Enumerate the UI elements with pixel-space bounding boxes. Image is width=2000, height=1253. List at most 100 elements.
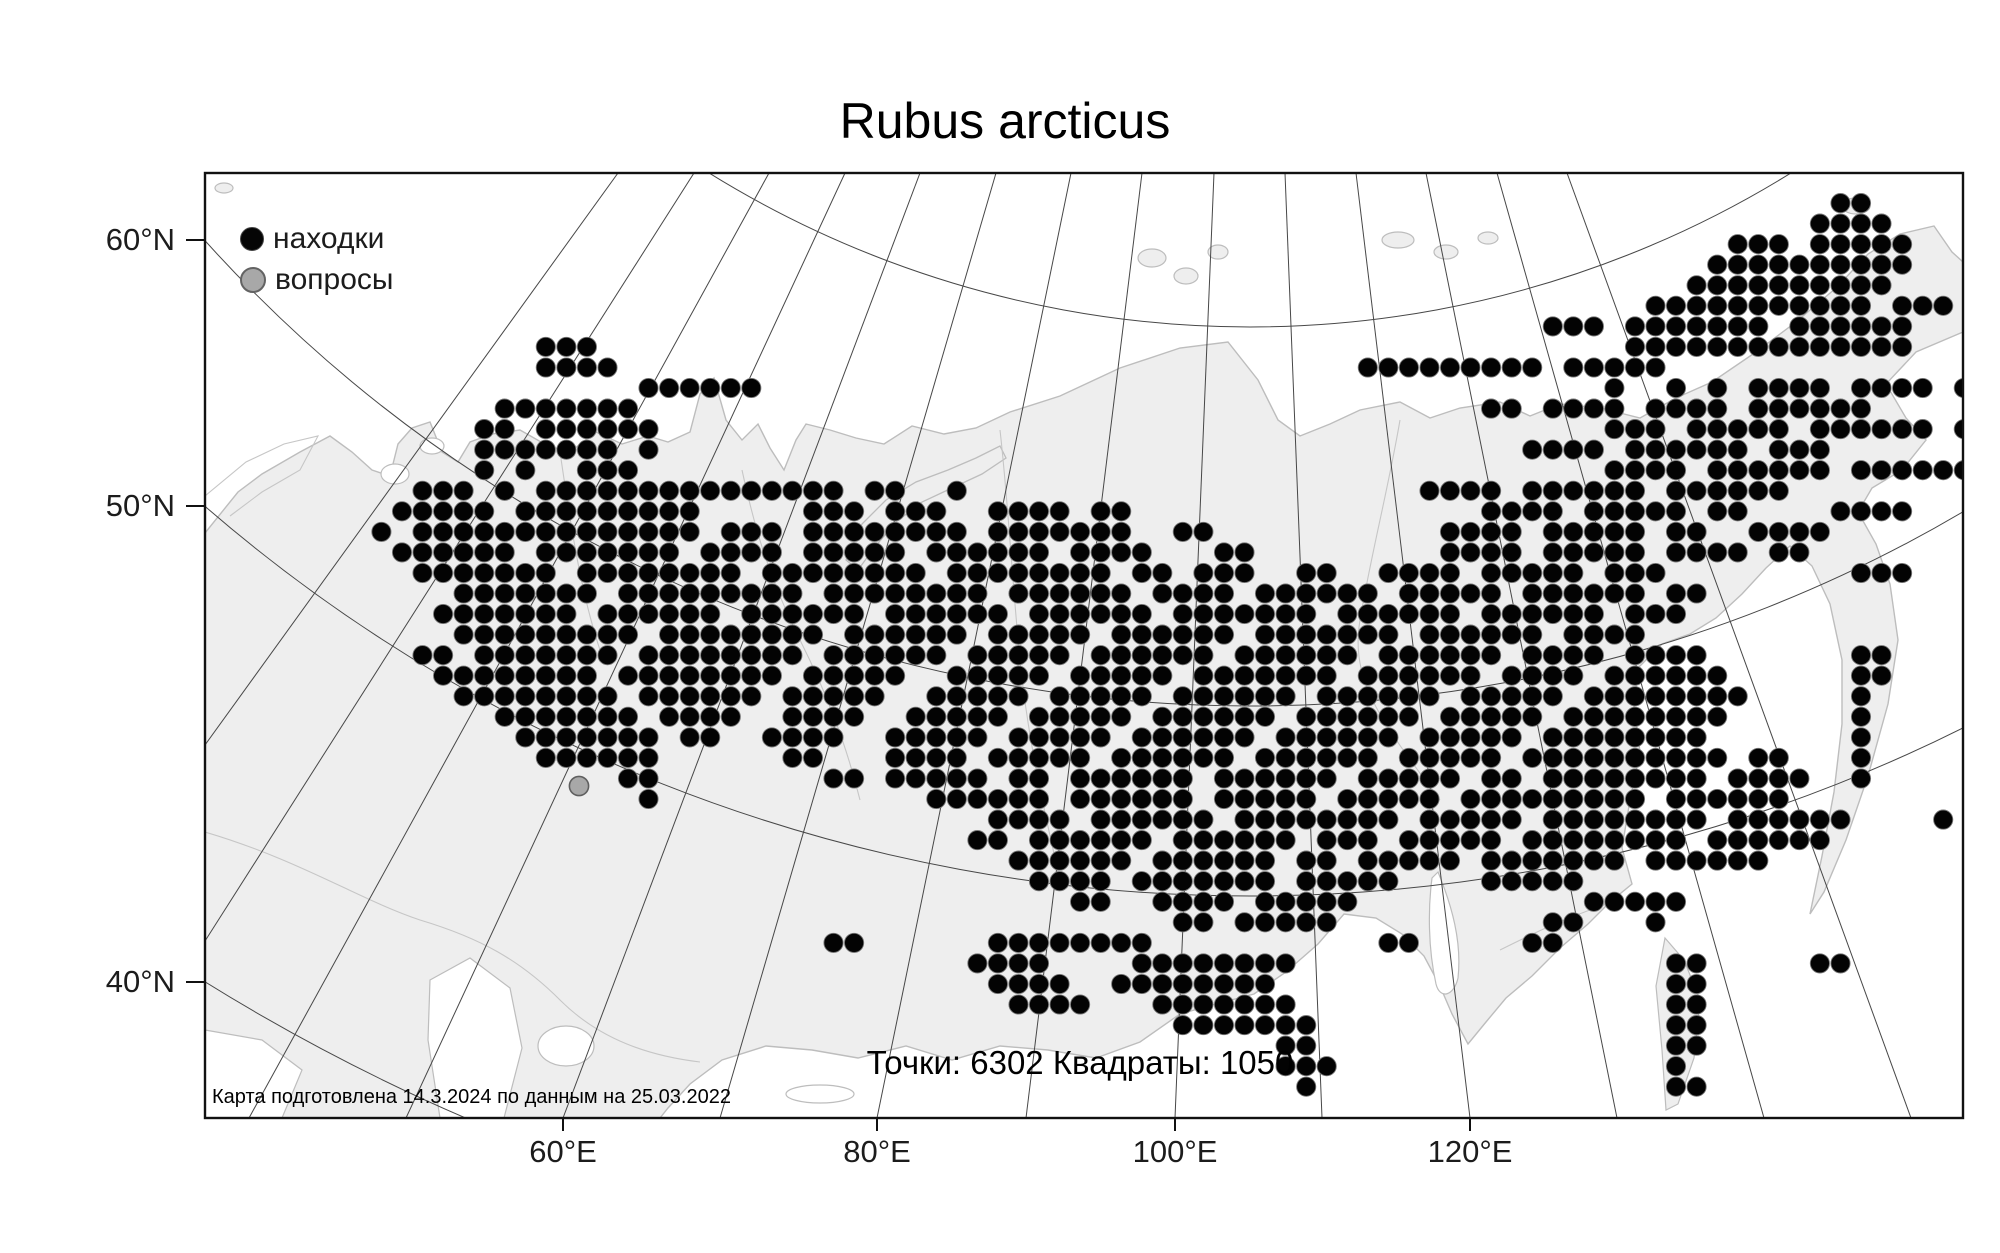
occurrence-dot — [1152, 871, 1173, 892]
occurrence-dot — [1542, 788, 1563, 810]
occurrence-dot — [1090, 809, 1111, 830]
occurrence-dot — [659, 377, 680, 399]
occurrence-dot — [1830, 419, 1851, 440]
occurrence-dot — [946, 521, 967, 542]
occurrence-dot — [1850, 562, 1872, 584]
occurrence-dot — [1501, 871, 1522, 892]
occurrence-dot — [1481, 501, 1502, 522]
lat-tick-label-40n: 40°N — [105, 964, 175, 999]
occurrence-dot — [474, 460, 495, 481]
occurrence-dot — [1357, 871, 1378, 892]
occurrence-dot — [720, 624, 741, 645]
occurrence-dot — [576, 665, 597, 686]
occurrence-dot — [823, 501, 844, 522]
occurrence-dot — [556, 665, 577, 686]
occurrence-dot — [1316, 727, 1337, 748]
occurrence-dot — [1912, 419, 1933, 440]
occurrence-dot — [1686, 727, 1707, 748]
occurrence-dot — [1686, 521, 1707, 542]
occurrence-dot — [1768, 809, 1789, 830]
occurrence-dot — [1481, 871, 1502, 892]
occurrence-dot — [1213, 562, 1235, 584]
occurrence-dot — [987, 973, 1008, 995]
occurrence-dot — [967, 542, 988, 563]
occurrence-dot — [453, 562, 474, 584]
occurrence-dot — [802, 686, 824, 707]
occurrence-dot — [1583, 542, 1604, 563]
occurrence-dot — [823, 480, 844, 501]
occurrence-dot — [1563, 912, 1584, 933]
occurrence-dot — [1686, 994, 1707, 1015]
occurrence-dot — [1152, 953, 1173, 974]
occurrence-dot — [1460, 809, 1481, 830]
occurrence-dot — [1460, 542, 1481, 563]
occurrence-dot — [1213, 768, 1235, 789]
occurrence-dot — [1645, 460, 1666, 481]
occurrence-dot — [1727, 850, 1748, 871]
occurrence-dot — [1398, 603, 1419, 625]
occurrence-dot — [905, 521, 926, 542]
occurrence-dot — [1419, 665, 1440, 686]
occurrence-dot — [1583, 624, 1604, 645]
occurrence-dot — [905, 645, 926, 666]
occurrence-dot — [515, 521, 536, 542]
occurrence-dot — [412, 645, 433, 666]
occurrence-dot — [535, 542, 556, 563]
occurrence-dot — [1542, 768, 1563, 789]
occurrence-dot — [1460, 727, 1481, 748]
occurrence-dot — [1686, 788, 1707, 810]
occurrence-dot — [1563, 624, 1584, 645]
occurrence-dot — [1234, 562, 1255, 584]
occurrence-dot — [1172, 1015, 1193, 1036]
occurrence-dot — [679, 377, 700, 399]
occurrence-dot — [535, 645, 556, 666]
occurrence-dot — [1604, 850, 1625, 871]
occurrence-dot — [1604, 583, 1625, 604]
occurrence-dot — [1542, 603, 1563, 625]
occurrence-dot — [1665, 1015, 1687, 1036]
occurrence-dot — [946, 542, 967, 563]
occurrence-dot — [1357, 603, 1378, 625]
occurrence-dot — [1501, 788, 1522, 810]
occurrence-dot — [1378, 788, 1399, 810]
occurrence-dot — [1542, 809, 1563, 830]
occurrence-dot — [1624, 562, 1646, 584]
occurrence-dot — [1296, 1056, 1317, 1077]
occurrence-dot — [1789, 275, 1810, 296]
occurrence-dot — [761, 480, 782, 501]
occurrence-dot — [679, 727, 700, 748]
occurrence-dot — [1665, 336, 1687, 357]
occurrence-dot — [535, 521, 556, 542]
occurrence-dot — [1563, 727, 1584, 748]
occurrence-dot — [1501, 603, 1522, 625]
occurrence-dot — [1604, 891, 1625, 912]
occurrence-dot — [1481, 583, 1502, 604]
occurrence-dot — [926, 603, 947, 625]
occurrence-dot — [1193, 686, 1214, 707]
occurrence-dot — [926, 624, 947, 645]
occurrence-dot — [1583, 583, 1604, 604]
occurrence-dot — [1748, 316, 1769, 337]
occurrence-dot — [1850, 254, 1872, 275]
occurrence-dot — [1070, 521, 1091, 542]
occurrence-dot — [1624, 419, 1646, 440]
occurrence-dot — [1563, 850, 1584, 871]
occurrence-dot — [1995, 420, 2000, 439]
occurrence-dot — [1727, 419, 1748, 440]
occurrence-dot — [1193, 521, 1214, 542]
occurrence-dot — [844, 686, 865, 707]
occurrence-dot — [1357, 830, 1378, 851]
occurrence-dot — [1809, 521, 1830, 542]
occurrence-dot — [1254, 809, 1276, 830]
occurrence-dot — [1213, 665, 1235, 686]
occurrence-dot — [1624, 747, 1646, 768]
occurrence-dot — [720, 562, 741, 584]
occurrence-dot — [1111, 768, 1132, 789]
occurrence-dot — [1481, 542, 1502, 563]
occurrence-dot — [864, 480, 885, 501]
occurrence-dot — [802, 603, 824, 625]
occurrence-dot — [1563, 521, 1584, 542]
occurrence-dot — [1809, 830, 1830, 851]
occurrence-dot — [1008, 747, 1029, 768]
occurrence-dot — [1111, 973, 1132, 995]
